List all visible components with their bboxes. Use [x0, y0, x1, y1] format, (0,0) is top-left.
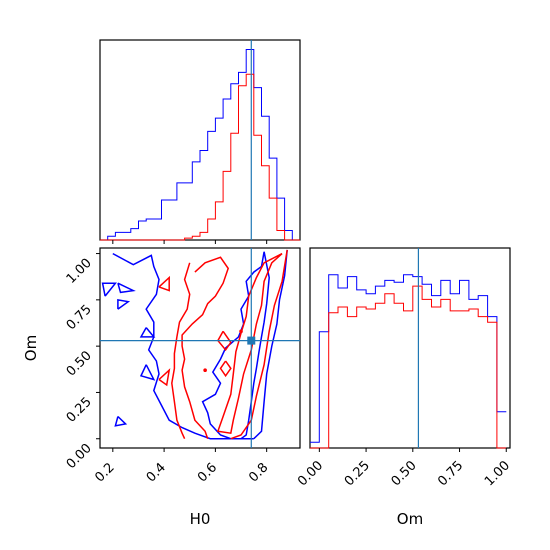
om-ytick-label-1: 0.25 [64, 395, 95, 426]
blue-contour-5 [101, 282, 117, 297]
om-ytick-label-0: 0.00 [64, 441, 95, 472]
h0-om-contours [100, 248, 300, 448]
h0-om-frame [99, 247, 301, 449]
h0-xtick-label-0: 0.2 [92, 460, 117, 485]
red-contour-0 [181, 256, 230, 439]
blue-contour-2 [253, 249, 288, 440]
blue-contour-0 [112, 252, 254, 440]
h0-histograms [100, 40, 300, 241]
om-histograms [310, 248, 507, 449]
blue-contour-7 [139, 364, 156, 381]
red-contour-6 [158, 275, 170, 292]
red-contour-2 [216, 252, 283, 435]
x-axis-title-h0: H0 [190, 510, 211, 528]
om-ytick-label-2: 0.50 [64, 348, 95, 379]
om-ytick-label-3: 0.75 [64, 302, 95, 333]
blue-contour-1 [201, 251, 270, 440]
red-contour-5 [219, 360, 232, 378]
red-contour-7 [158, 368, 171, 387]
red-dot-0 [239, 329, 243, 334]
x-axis-title-om: Om [397, 510, 423, 528]
red-dot-1 [203, 368, 207, 373]
h0-hist-blue [100, 49, 300, 241]
om-xtick-label-1: 0.25 [342, 458, 373, 489]
y-axis-title-om: Om [22, 335, 40, 361]
om-marginal-frame [309, 247, 511, 449]
blue-contour-8 [114, 415, 128, 427]
om-ytick-label-4: 1.00 [64, 256, 95, 287]
om-xtick-label-2: 0.50 [389, 458, 420, 489]
om-hist-red [310, 285, 507, 449]
om-xtick-label-0: 0.00 [295, 458, 326, 489]
blue-contour-6 [139, 327, 156, 338]
red-contour-3 [230, 249, 288, 440]
blue-contour-4 [117, 282, 136, 294]
om-xtick-label-4: 1.00 [482, 458, 513, 489]
tick-marks [96, 240, 507, 452]
h0-marginal-frame [99, 39, 301, 241]
om-xtick-label-3: 0.75 [435, 458, 466, 489]
h0-xtick-label-1: 0.4 [144, 460, 169, 485]
red-contour-4 [216, 330, 232, 352]
h0-hist-red [100, 73, 300, 241]
h0-xtick-label-3: 0.8 [246, 460, 271, 485]
truth-marker [247, 336, 256, 345]
h0-xtick-label-2: 0.6 [195, 460, 220, 485]
blue-contour-3 [117, 299, 131, 310]
red-contour-1 [171, 262, 191, 440]
om-hist-blue [310, 274, 507, 443]
